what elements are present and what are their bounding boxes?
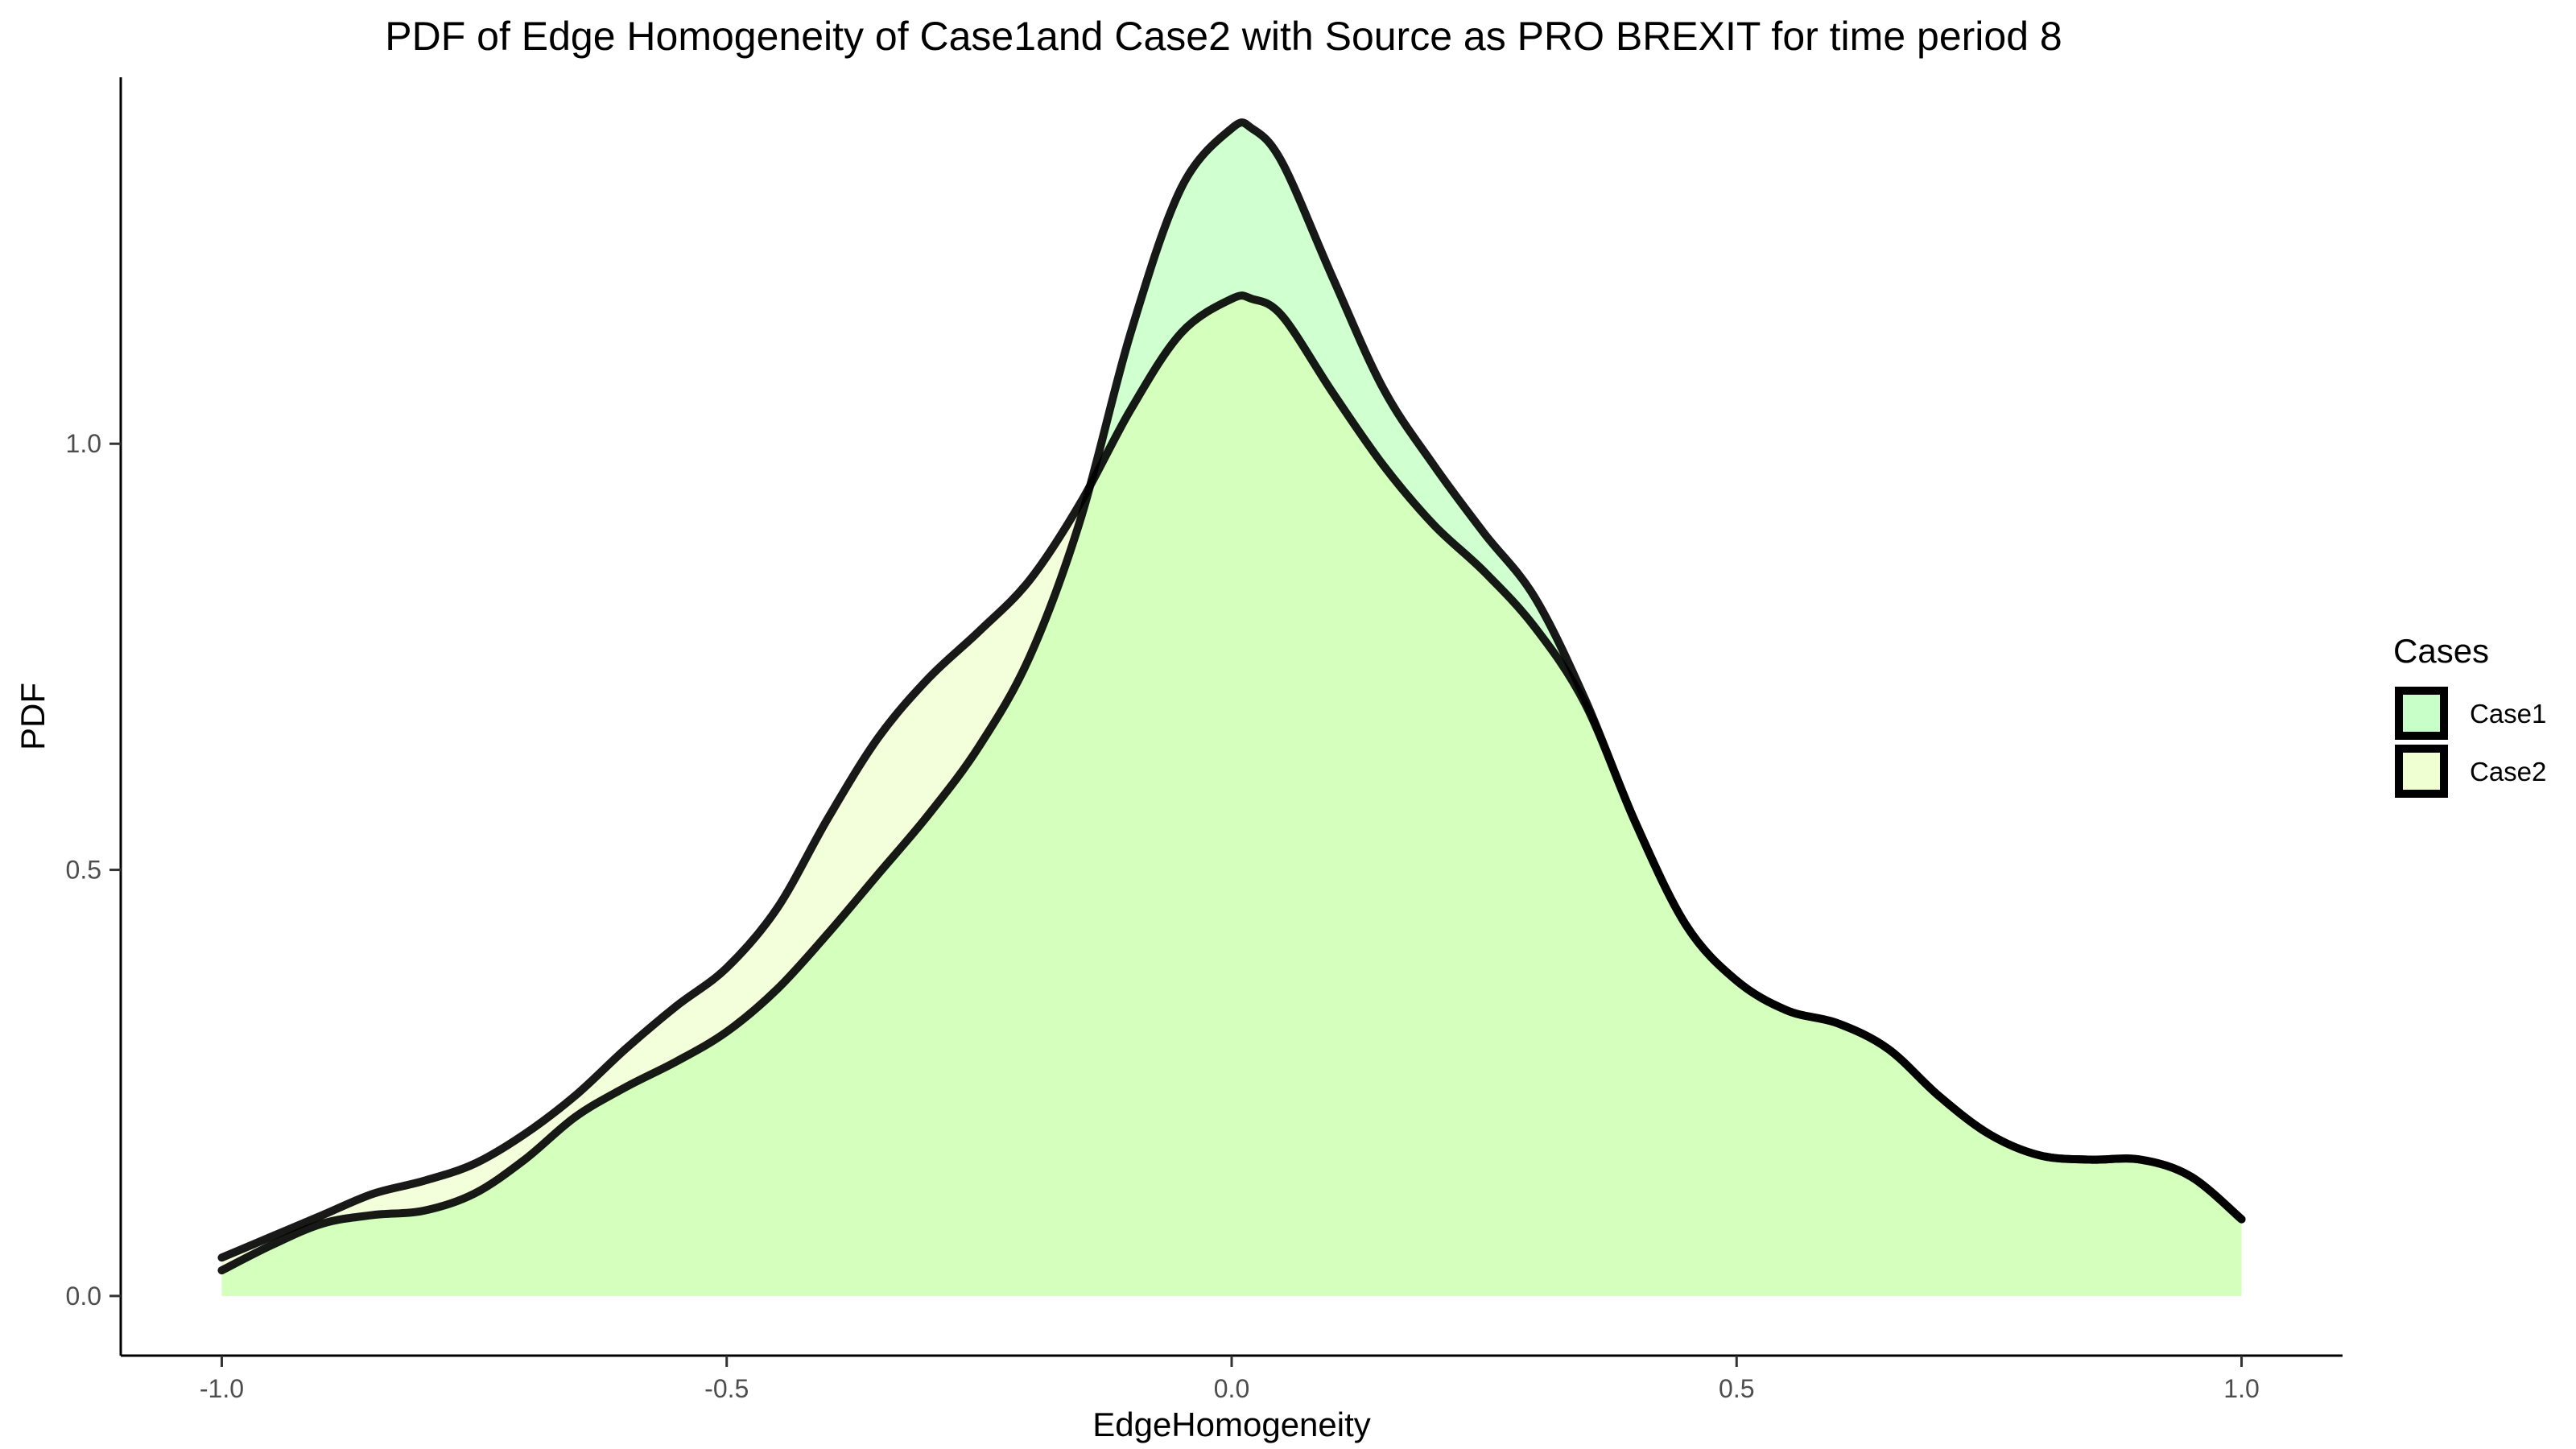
x-tick-label: -1.0 (200, 1374, 244, 1403)
series-layer (217, 118, 2246, 1296)
legend-items: Case1 Case2 (2395, 687, 2546, 798)
legend-label: Case2 (2470, 757, 2546, 786)
legend-swatch (2395, 687, 2448, 740)
legend-label: Case1 (2470, 699, 2546, 729)
x-axis-ticks: -1.0 -0.5 0.0 0.5 1.0 (200, 1356, 2260, 1403)
y-axis-ticks: 0.0 0.5 1.0 (66, 429, 121, 1311)
y-tick-label: 0.5 (66, 856, 101, 885)
y-tick-label: 0.0 (66, 1282, 101, 1311)
x-tick-label: -0.5 (704, 1374, 749, 1403)
series-area-case2 (221, 295, 2242, 1296)
x-tick-label: 1.0 (2223, 1374, 2259, 1403)
series-line-case2 (217, 291, 2246, 1262)
x-tick-label: 0.0 (1214, 1374, 1249, 1403)
legend-item-case2: Case2 (2395, 745, 2546, 798)
y-axis-title: PDF (14, 683, 52, 750)
chart-title: PDF of Edge Homogeneity of Case1and Case… (385, 14, 2062, 59)
legend-title: Cases (2393, 632, 2489, 670)
x-axis-title: EdgeHomogeneity (1092, 1406, 1371, 1443)
legend: Cases Case1 Case2 (2393, 632, 2546, 798)
x-tick-label: 0.5 (1719, 1374, 1754, 1403)
series-area-case1 (221, 122, 2242, 1296)
legend-item-case1: Case1 (2395, 687, 2546, 740)
y-tick-label: 1.0 (66, 429, 101, 458)
legend-swatch (2395, 745, 2448, 798)
